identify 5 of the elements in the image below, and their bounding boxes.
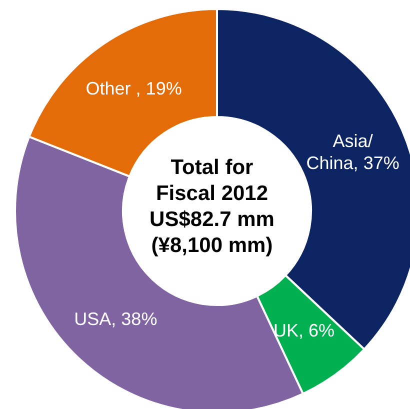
slice-label: USA, 38% (74, 308, 158, 329)
text: Total for Fiscal 2012 US$82.7 mm (¥8,100 mm) (150, 156, 274, 257)
slice-label: Other , 19% (86, 78, 182, 99)
slice-label: Asia/ China, 37% (306, 131, 400, 174)
slice-label: UK, 6% (273, 320, 335, 341)
